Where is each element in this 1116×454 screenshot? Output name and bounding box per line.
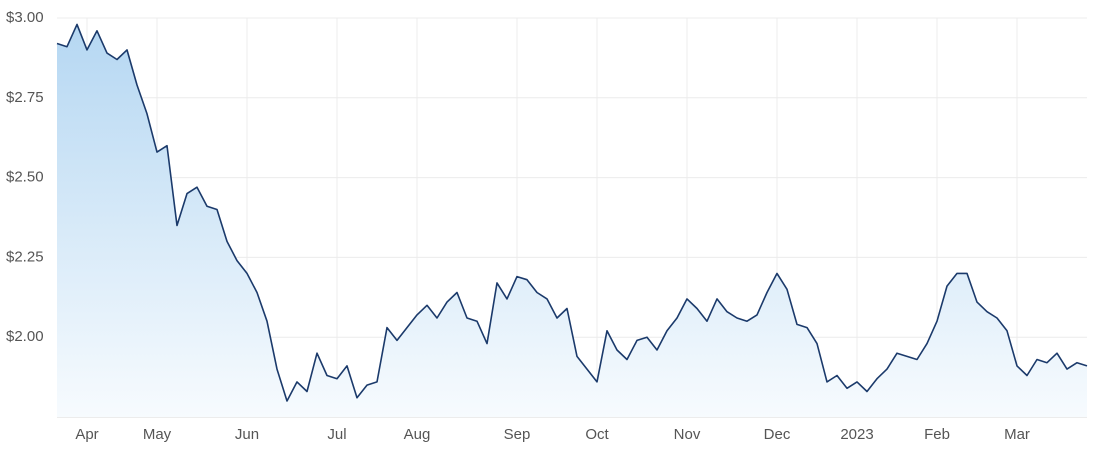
x-tick-label: Sep: [504, 426, 531, 443]
area-fill: [57, 24, 1087, 418]
x-tick-label: May: [143, 426, 172, 443]
x-tick-label: Mar: [1004, 426, 1030, 443]
y-tick-label: $2.00: [6, 328, 44, 345]
x-tick-label: Apr: [75, 426, 98, 443]
x-tick-label: Jul: [327, 426, 346, 443]
y-tick-label: $3.00: [6, 9, 44, 26]
y-tick-label: $2.50: [6, 169, 44, 186]
y-tick-label: $2.75: [6, 89, 44, 106]
x-tick-label: Aug: [404, 426, 431, 443]
x-tick-label: Dec: [764, 426, 791, 443]
x-tick-label: 2023: [840, 426, 873, 443]
x-tick-label: Nov: [674, 426, 701, 443]
x-tick-label: Jun: [235, 426, 259, 443]
y-tick-label: $2.25: [6, 248, 44, 265]
x-tick-label: Oct: [585, 426, 609, 443]
x-tick-label: Feb: [924, 426, 950, 443]
price-line: [56, 23, 1088, 402]
